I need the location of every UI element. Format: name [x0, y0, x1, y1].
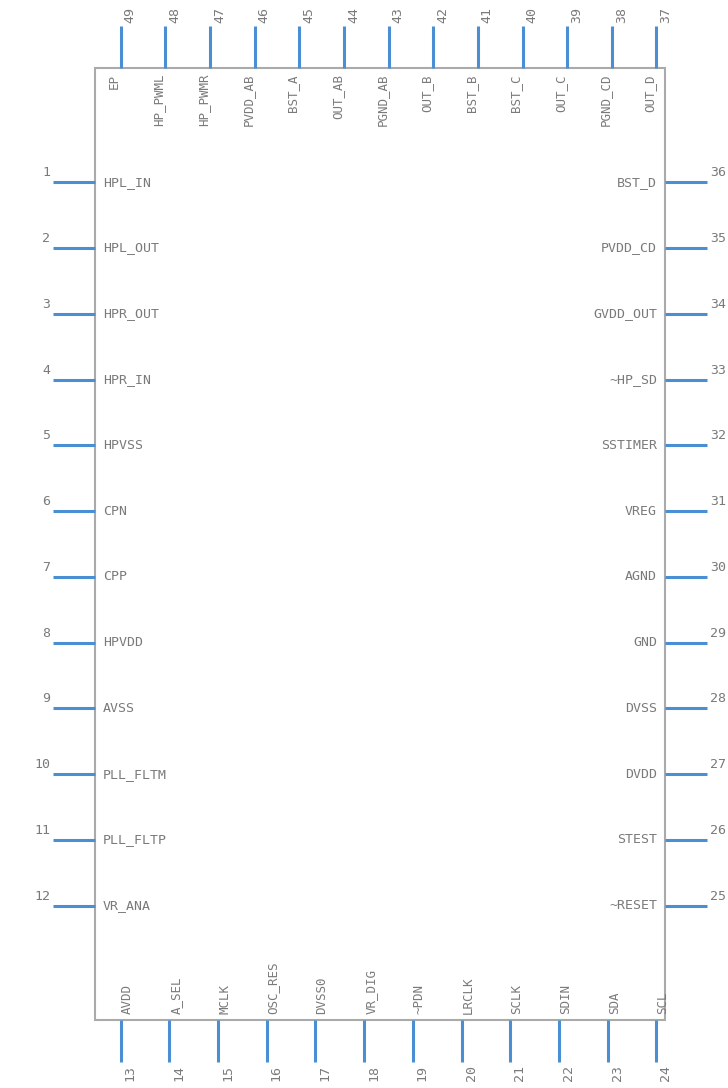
Text: OUT_B: OUT_B	[420, 74, 433, 111]
Text: 14: 14	[173, 1065, 186, 1081]
Text: OUT_AB: OUT_AB	[331, 74, 344, 119]
Text: 43: 43	[392, 7, 405, 23]
Text: SDIN: SDIN	[559, 984, 572, 1014]
Text: 30: 30	[710, 561, 726, 573]
Text: 19: 19	[416, 1065, 429, 1081]
Text: 45: 45	[302, 7, 315, 23]
Text: BST_D: BST_D	[617, 176, 657, 188]
Text: AVSS: AVSS	[103, 702, 135, 715]
Text: AVDD: AVDD	[121, 984, 134, 1014]
Text: 27: 27	[710, 758, 726, 771]
Text: 46: 46	[258, 7, 271, 23]
Text: GVDD_OUT: GVDD_OUT	[593, 307, 657, 320]
Text: 1: 1	[42, 166, 50, 180]
Text: 44: 44	[347, 7, 360, 23]
Text: CPN: CPN	[103, 505, 127, 518]
Text: PLL_FLTM: PLL_FLTM	[103, 768, 167, 781]
Text: VR_ANA: VR_ANA	[103, 900, 151, 912]
Text: 8: 8	[42, 627, 50, 640]
Text: 10: 10	[34, 758, 50, 771]
Text: PVDD_CD: PVDD_CD	[601, 242, 657, 255]
Text: STEST: STEST	[617, 833, 657, 846]
Text: 26: 26	[710, 824, 726, 837]
Text: 29: 29	[710, 627, 726, 640]
Text: PGND_AB: PGND_AB	[376, 74, 389, 126]
Text: DVSS: DVSS	[625, 702, 657, 715]
Text: 28: 28	[710, 692, 726, 705]
Text: SCL: SCL	[657, 991, 670, 1014]
Text: OUT_C: OUT_C	[554, 74, 567, 111]
Text: ~PDN: ~PDN	[413, 984, 426, 1014]
Text: DVDD: DVDD	[625, 768, 657, 781]
Text: BST_B: BST_B	[465, 74, 478, 111]
Text: BST_C: BST_C	[510, 74, 523, 111]
Text: 47: 47	[213, 7, 226, 23]
Text: 16: 16	[270, 1065, 282, 1081]
Text: PVDD_AB: PVDD_AB	[242, 74, 255, 126]
Text: A_SEL: A_SEL	[170, 977, 182, 1014]
Text: SCLK: SCLK	[510, 984, 523, 1014]
Text: PLL_FLTP: PLL_FLTP	[103, 833, 167, 846]
Text: PGND_CD: PGND_CD	[599, 74, 612, 126]
Text: HPL_OUT: HPL_OUT	[103, 242, 159, 255]
Text: OSC_RES: OSC_RES	[266, 962, 280, 1014]
Bar	[95, 67, 665, 1021]
Text: 9: 9	[42, 692, 50, 705]
Text: LRCLK: LRCLK	[462, 977, 475, 1014]
Text: HPR_OUT: HPR_OUT	[103, 307, 159, 320]
Text: 24: 24	[660, 1065, 673, 1081]
Text: SDA: SDA	[608, 991, 621, 1014]
Text: 20: 20	[464, 1065, 478, 1081]
Text: AGND: AGND	[625, 570, 657, 583]
Text: 42: 42	[436, 7, 449, 23]
Text: 3: 3	[42, 298, 50, 311]
Text: 7: 7	[42, 561, 50, 573]
Text: HPL_IN: HPL_IN	[103, 176, 151, 188]
Text: 38: 38	[615, 7, 628, 23]
Text: 32: 32	[710, 430, 726, 443]
Text: 15: 15	[221, 1065, 234, 1081]
Text: 35: 35	[710, 232, 726, 245]
Text: 49: 49	[124, 7, 137, 23]
Text: HP_PWMR: HP_PWMR	[197, 74, 210, 126]
Text: 12: 12	[34, 890, 50, 903]
Text: 22: 22	[562, 1065, 575, 1081]
Text: HPVDD: HPVDD	[103, 636, 143, 650]
Text: 13: 13	[124, 1065, 137, 1081]
Text: EP: EP	[108, 74, 121, 89]
Text: 5: 5	[42, 430, 50, 443]
Text: OUT_D: OUT_D	[644, 74, 657, 111]
Text: 17: 17	[318, 1065, 331, 1081]
Text: VREG: VREG	[625, 505, 657, 518]
Text: HPR_IN: HPR_IN	[103, 373, 151, 386]
Text: 36: 36	[710, 166, 726, 180]
Text: 2: 2	[42, 232, 50, 245]
Text: 18: 18	[367, 1065, 380, 1081]
Text: 48: 48	[168, 7, 181, 23]
Text: 21: 21	[513, 1065, 526, 1081]
Text: 6: 6	[42, 495, 50, 508]
Text: 4: 4	[42, 363, 50, 376]
Text: 37: 37	[660, 7, 673, 23]
Text: MCLK: MCLK	[218, 984, 231, 1014]
Text: BST_A: BST_A	[286, 74, 299, 111]
Text: 39: 39	[570, 7, 583, 23]
Text: 33: 33	[710, 363, 726, 376]
Text: 11: 11	[34, 824, 50, 837]
Text: HP_PWML: HP_PWML	[152, 74, 165, 126]
Text: 34: 34	[710, 298, 726, 311]
Text: 40: 40	[526, 7, 539, 23]
Text: 41: 41	[481, 7, 494, 23]
Text: VR_DIG: VR_DIG	[364, 969, 377, 1014]
Text: HPVSS: HPVSS	[103, 438, 143, 452]
Text: ~HP_SD: ~HP_SD	[609, 373, 657, 386]
Text: DVSS0: DVSS0	[315, 977, 328, 1014]
Text: ~RESET: ~RESET	[609, 900, 657, 912]
Text: 31: 31	[710, 495, 726, 508]
Text: CPP: CPP	[103, 570, 127, 583]
Text: 23: 23	[611, 1065, 624, 1081]
Text: 25: 25	[710, 890, 726, 903]
Text: GND: GND	[633, 636, 657, 650]
Text: SSTIMER: SSTIMER	[601, 438, 657, 452]
